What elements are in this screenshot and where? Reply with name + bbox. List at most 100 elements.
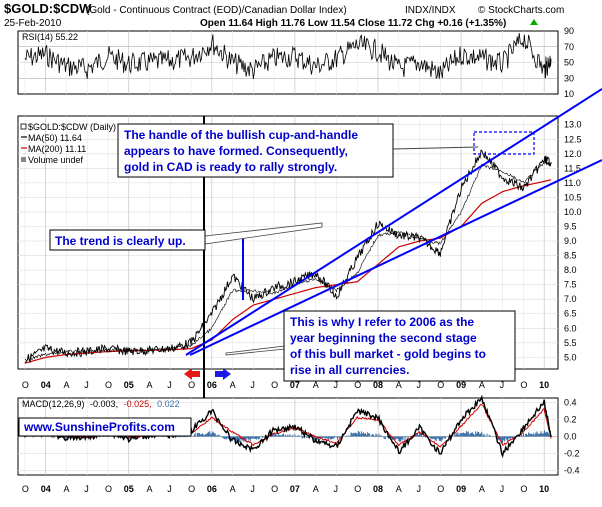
x-tick-label-top: O — [271, 380, 278, 390]
price-tick-label: 10.5 — [564, 192, 582, 202]
x-tick-label-bottom: J — [500, 484, 505, 494]
price-tick-label: 11.5 — [564, 163, 581, 173]
ma50-line — [24, 160, 552, 362]
x-tick-label-bottom: A — [396, 484, 402, 494]
price-tick-label: 5.5 — [564, 338, 577, 348]
price-tick-label: 7.5 — [564, 280, 577, 290]
stage-note-line-2: year beginning the second stage — [290, 331, 477, 345]
rsi-tick-label: 50 — [564, 58, 574, 68]
macd-tick-label: 0.4 — [564, 397, 577, 407]
x-tick-label-top: A — [396, 380, 402, 390]
handle-note-pointer — [392, 146, 479, 150]
price-tick-label: 12.0 — [564, 149, 582, 159]
up-triangle-icon — [530, 19, 538, 25]
handle-dashed-box — [473, 131, 535, 155]
x-tick-label-bottom: J — [84, 484, 89, 494]
rsi-tick-label: 90 — [564, 26, 574, 36]
x-tick-label-bottom: 05 — [124, 484, 134, 494]
x-tick-label-bottom: O — [354, 484, 361, 494]
x-tick-label-bottom: 08 — [373, 484, 383, 494]
macd-legend-prefix: MACD(12,26,9) — [22, 399, 85, 409]
price-panel: 13.0 12.5 12.0 11.5 11.0 10.5 10.0 9.5 9.0 8.5 8.0… — [17, 88, 602, 475]
x-tick-label-top: 10 — [539, 380, 549, 390]
macd-legend: MACD(12,26,9) -0.003, -0.025, 0.022 — [22, 399, 180, 409]
price-legend-ma200: MA(200) 11.11 — [28, 144, 86, 154]
price-tick-label: 5.0 — [564, 352, 577, 362]
x-tick-label-top: A — [479, 380, 485, 390]
price-legend-volume: Volume undef — [28, 155, 84, 165]
rsi-panel: 90 70 50 30 10 RSI(14) 55.22 — [17, 26, 574, 99]
price-tick-label: 6.0 — [564, 323, 577, 333]
website-box — [18, 417, 192, 437]
x-tick-label-bottom: O — [437, 484, 444, 494]
x-tick-label-top: O — [22, 380, 29, 390]
price-tick-label: 9.0 — [564, 236, 577, 246]
macd-tick-label: -0.4 — [564, 466, 580, 476]
x-tick-label-top: O — [105, 380, 112, 390]
stage-note-line-1: This is why I refer to 2006 as the — [290, 315, 474, 329]
x-tick-label-bottom: A — [147, 484, 153, 494]
price-tick-label: 6.5 — [564, 309, 577, 319]
rsi-legend: RSI(14) 55.22 — [22, 32, 78, 42]
x-tick-label-bottom: 06 — [207, 484, 217, 494]
trend-note: The trend is clearly up. — [55, 234, 186, 248]
price-legend: $GOLD:$CDW (Daily) 11.72 MA(50) 11.64 MA… — [20, 122, 140, 165]
x-tick-label-bottom: 04 — [41, 484, 51, 494]
x-tick-label-top: 07 — [290, 380, 300, 390]
x-tick-label-top: 06 — [207, 380, 217, 390]
rsi-line — [24, 32, 552, 80]
x-tick-label-bottom: A — [479, 484, 485, 494]
macd-legend-histogram: 0.022 — [157, 399, 180, 409]
price-tick-label: 9.5 — [564, 222, 577, 232]
handle-note-line-1: The handle of the bullish cup-and-handle — [124, 128, 358, 142]
x-tick-label-top: A — [313, 380, 319, 390]
website-link[interactable]: www.SunshineProfits.com — [23, 420, 175, 434]
x-tick-label-bottom: J — [250, 484, 255, 494]
x-tick-label-bottom: A — [313, 484, 319, 494]
price-line — [24, 149, 552, 364]
x-tick-label-bottom: J — [333, 484, 338, 494]
x-tick-label-top: 04 — [41, 380, 51, 390]
stage-note-line-4: rise in all currencies. — [290, 363, 409, 377]
handle-note-line-3: gold in CAD is ready to rally strongly. — [124, 160, 337, 174]
x-tick-label-bottom: O — [520, 484, 527, 494]
rsi-tick-label: 30 — [564, 73, 574, 83]
x-tick-label-bottom: O — [188, 484, 195, 494]
handle-note-line-2: appears to have formed. Consequently, — [124, 144, 348, 158]
stage-note-line-3: of this bull market - gold begins to — [290, 347, 486, 361]
x-tick-label-top: O — [520, 380, 527, 390]
x-tick-label-bottom: O — [271, 484, 278, 494]
x-tick-label-top: O — [188, 380, 195, 390]
x-tick-label-bottom: O — [22, 484, 29, 494]
price-tick-label: 11.0 — [564, 178, 581, 188]
handle-note-box — [117, 123, 394, 178]
price-tick-label: 7.0 — [564, 294, 577, 304]
x-tick-label-bottom: A — [230, 484, 236, 494]
price-legend-symbol: $GOLD:$CDW (Daily) 11.72 — [28, 122, 140, 132]
x-tick-label-top: O — [437, 380, 444, 390]
x-tick-label-top: A — [230, 380, 236, 390]
x-tick-label-bottom: O — [105, 484, 112, 494]
price-tick-label: 10.0 — [564, 207, 582, 217]
x-axis-labels-top: O 04 A J O 05 A J O 06 A J O 07 A J O 08 A J O 09 A J O 10 — [22, 380, 549, 390]
symbol-description: (Gold - Continuous Contract (EOD)/Canadi… — [86, 5, 347, 16]
x-tick-label-bottom: J — [167, 484, 172, 494]
price-tick-label: 8.0 — [564, 265, 577, 275]
macd-tick-label: -0.2 — [564, 449, 580, 459]
x-tick-label-bottom: 10 — [539, 484, 549, 494]
channel-lower-line — [189, 159, 602, 356]
channel-upper-line — [185, 88, 602, 356]
x-tick-label-top: J — [167, 380, 172, 390]
x-tick-label-top: J — [417, 380, 422, 390]
x-tick-label-top: 08 — [373, 380, 383, 390]
macd-panel: 0.4 0.2 0.0 -0.2 -0.4 MACD(12,26,9) -0.003, … — [17, 394, 580, 476]
x-axis-labels-bottom: O 04 A J O 05 A J O 06 A J O 07 A J O 08 A J O 09 A J O 10 — [22, 484, 549, 494]
exchange-label: INDX/INDX — [405, 5, 456, 16]
x-tick-label-top: J — [333, 380, 338, 390]
chart-date: 25-Feb-2010 — [4, 18, 62, 29]
x-tick-label-bottom: 09 — [456, 484, 466, 494]
rsi-tick-label: 70 — [564, 42, 574, 52]
macd-tick-label: 0.2 — [564, 414, 577, 424]
